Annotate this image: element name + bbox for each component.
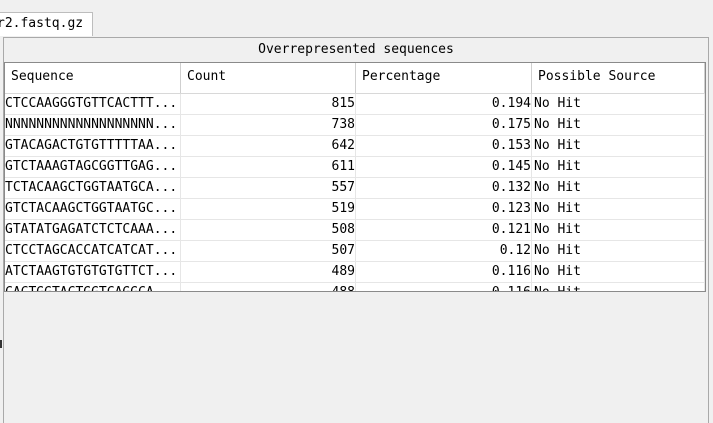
source-cell: No Hit <box>532 136 705 156</box>
column-header-possible-source[interactable]: Possible Source <box>532 63 705 93</box>
percentage-cell: 0.116 <box>356 283 532 291</box>
table-row[interactable]: ATCTAAGTGTGTGTGTTCT... 489 0.116 No Hit <box>5 262 705 283</box>
percentage-cell: 0.132 <box>356 178 532 198</box>
percentage-cell: 0.145 <box>356 157 532 177</box>
count-cell: 642 <box>181 136 356 156</box>
source-cell: No Hit <box>532 178 705 198</box>
table-row[interactable]: NNNNNNNNNNNNNNNNNNN... 738 0.175 No Hit <box>5 115 705 136</box>
sequence-cell: GTATATGAGATCTCTCAAA... <box>5 220 181 240</box>
sequence-cell: CTCCTAGCACCATCATCAT... <box>5 241 181 261</box>
count-cell: 815 <box>181 94 356 114</box>
window-edge-marker <box>0 340 2 348</box>
table-header: Sequence Count Percentage Possible Sourc… <box>5 63 705 94</box>
sequence-cell: GTCTACAAGCTGGTAATGC... <box>5 199 181 219</box>
count-cell: 738 <box>181 115 356 135</box>
table-row[interactable]: CTCCAAGGGTGTTCACTTT... 815 0.194 No Hit <box>5 94 705 115</box>
percentage-cell: 0.175 <box>356 115 532 135</box>
source-cell: No Hit <box>532 241 705 261</box>
count-cell: 508 <box>181 220 356 240</box>
sequence-cell: ATCTAAGTGTGTGTGTTCT... <box>5 262 181 282</box>
percentage-cell: 0.123 <box>356 199 532 219</box>
table-row[interactable]: TCTACAAGCTGGTAATGCA... 557 0.132 No Hit <box>5 178 705 199</box>
source-cell: No Hit <box>532 157 705 177</box>
file-tab[interactable]: r2.fastq.gz <box>0 12 93 36</box>
table-row[interactable]: GTCTACAAGCTGGTAATGC... 519 0.123 No Hit <box>5 199 705 220</box>
source-cell: No Hit <box>532 115 705 135</box>
source-cell: No Hit <box>532 262 705 282</box>
sequence-cell: CTCCAAGGGTGTTCACTTT... <box>5 94 181 114</box>
table-row[interactable]: CTCCTAGCACCATCATCAT... 507 0.12 No Hit <box>5 241 705 262</box>
table-row[interactable]: GTATATGAGATCTCTCAAA... 508 0.121 No Hit <box>5 220 705 241</box>
source-cell: No Hit <box>532 199 705 219</box>
sequence-cell: GTCTAAAGTAGCGGTTGAG... <box>5 157 181 177</box>
table-row[interactable]: GTCTAAAGTAGCGGTTGAG... 611 0.145 No Hit <box>5 157 705 178</box>
sequence-cell: CACTGGTACTGGTCAGGCA... <box>5 283 181 291</box>
percentage-cell: 0.116 <box>356 262 532 282</box>
count-cell: 489 <box>181 262 356 282</box>
table-body: CTCCAAGGGTGTTCACTTT... 815 0.194 No Hit NNNN… <box>5 94 705 291</box>
count-cell: 488 <box>181 283 356 291</box>
table-row[interactable]: GTACAGACTGTGTTTTTAA... 642 0.153 No Hit <box>5 136 705 157</box>
sequence-cell: TCTACAAGCTGGTAATGCA... <box>5 178 181 198</box>
source-cell: No Hit <box>532 283 705 291</box>
column-header-percentage[interactable]: Percentage <box>356 63 532 93</box>
count-cell: 507 <box>181 241 356 261</box>
sequence-cell: NNNNNNNNNNNNNNNNNNN... <box>5 115 181 135</box>
sequence-cell: GTACAGACTGTGTTTTTAA... <box>5 136 181 156</box>
count-cell: 611 <box>181 157 356 177</box>
column-header-count[interactable]: Count <box>181 63 356 93</box>
count-cell: 557 <box>181 178 356 198</box>
source-cell: No Hit <box>532 94 705 114</box>
percentage-cell: 0.121 <box>356 220 532 240</box>
percentage-cell: 0.153 <box>356 136 532 156</box>
percentage-cell: 0.194 <box>356 94 532 114</box>
percentage-cell: 0.12 <box>356 241 532 261</box>
count-cell: 519 <box>181 199 356 219</box>
panel-title: Overrepresented sequences <box>258 42 454 57</box>
overrepresented-table[interactable]: Sequence Count Percentage Possible Sourc… <box>4 62 706 292</box>
source-cell: No Hit <box>532 220 705 240</box>
file-tab-label: r2.fastq.gz <box>0 16 84 31</box>
column-header-sequence[interactable]: Sequence <box>5 63 181 93</box>
